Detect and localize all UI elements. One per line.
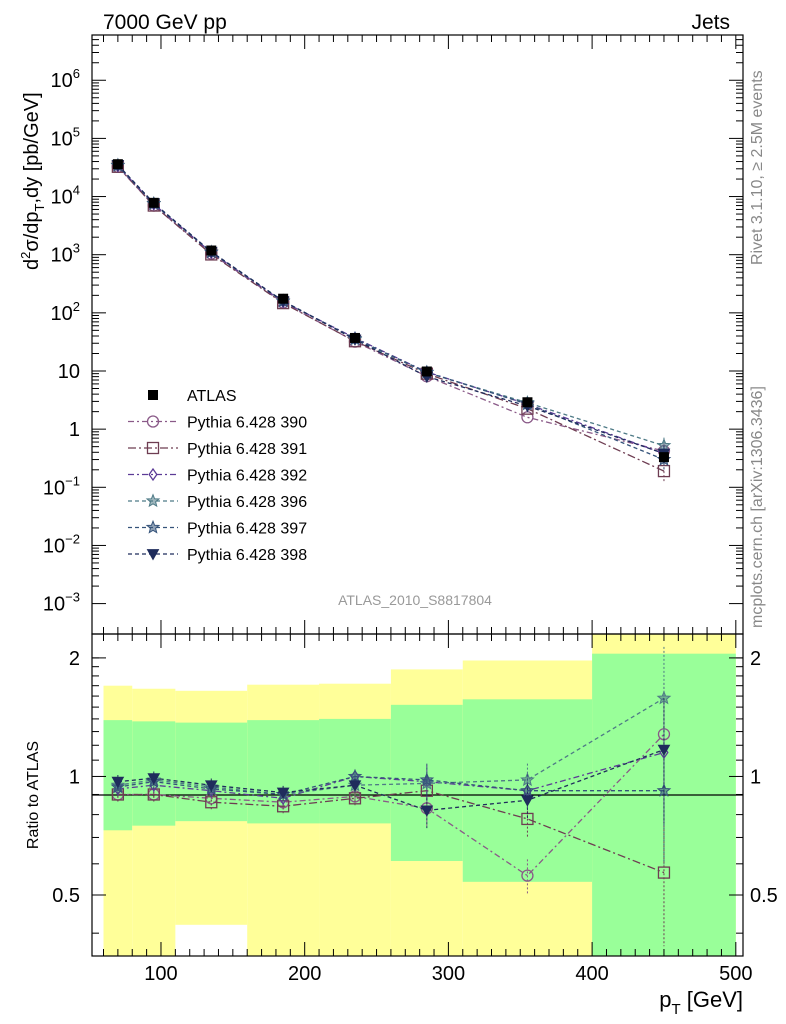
atlas-data-point-4: [349, 332, 360, 343]
ratio-y-tick-label-left-2: 2: [69, 648, 80, 670]
main-series-point-0-6: [521, 411, 534, 424]
ratio-y-tick-label-right-0: 0.5: [750, 885, 778, 907]
ratio-point-5-4: [348, 780, 362, 792]
mcplots-reference-label: mcplots.cern.ch [arXiv:1306.3436]: [749, 386, 766, 628]
ratio-point-1-7: [657, 866, 671, 879]
ratio-point-4-5: [419, 772, 435, 787]
rivet-version-label: Rivet 3.1.10, ≥ 2.5M events: [749, 70, 766, 265]
analysis-watermark: ATLAS_2010_S8817804: [338, 592, 492, 608]
ratio-point-5-1: [147, 773, 161, 785]
header-left-label: 7000 GeV pp: [103, 11, 227, 34]
main-y-tick-label-2: 10−1: [43, 473, 80, 499]
main-y-tick-label-0: 10−3: [43, 590, 80, 616]
ratio-point-5-2: [204, 780, 218, 792]
main-y-tick-label-5: 102: [51, 299, 80, 325]
x-tick-label-3: 400: [575, 963, 608, 985]
main-y-axis-title: d2σ/dpT,dy [pb/GeV]: [18, 92, 47, 270]
x-axis-title: pT [GeV]: [659, 987, 743, 1018]
legend: ATLAS Pythia 6.428 390 Pythia 6.428 391 Pyt…: [128, 388, 307, 564]
ratio-y-tick-label-left-1: 1: [69, 766, 80, 788]
atlas-data-point-5: [421, 366, 432, 377]
ratio-y-tick-label-right-1: 1: [750, 766, 761, 788]
main-y-tick-label-8: 105: [51, 124, 80, 150]
atlas-data-point-0: [112, 159, 123, 170]
ratio-y-axis-title: Ratio to ATLAS: [25, 741, 42, 849]
main-y-tick-label-3: 1: [69, 419, 80, 441]
ratio-point-0-6: [521, 869, 534, 882]
x-tick-label-4: 500: [719, 963, 752, 985]
legend-marker-3: [145, 493, 161, 508]
x-tick-label-1: 200: [288, 963, 321, 985]
ratio-point-1-4: [348, 792, 362, 805]
main-plot-frame: [91, 34, 744, 635]
ratio-point-1-1: [147, 788, 160, 801]
ratio-point-5-3: [276, 787, 290, 800]
atlas-data-point-3: [278, 293, 289, 304]
main-y-tick-label-4: 10: [58, 361, 80, 383]
main-y-tick-label-1: 10−2: [43, 531, 80, 557]
atlas-data-point-7: [658, 452, 669, 463]
ratio-series-line-0: [117, 733, 665, 877]
x-tick-label-0: 100: [144, 963, 177, 985]
main-y-tick-label-9: 106: [51, 66, 80, 92]
main-series-line-0: [117, 166, 665, 452]
ratio-y-tick-label-right-2: 2: [750, 648, 761, 670]
main-series-line-2: [117, 165, 665, 455]
legend-label-2: Pythia 6.428 392: [187, 468, 307, 485]
main-y-tick-label-6: 103: [51, 241, 80, 267]
ratio-point-5-7: [657, 744, 671, 757]
axis-ticks: [92, 34, 743, 956]
main-series-point-3-7: [656, 437, 672, 452]
legend-marker-4: [145, 519, 161, 534]
ratio-series-line-3: [117, 697, 665, 796]
atlas-data-point-6: [522, 397, 533, 408]
legend-atlas-label: ATLAS: [187, 388, 237, 405]
ratio-point-5-0: [111, 776, 125, 789]
legend-marker-0: [146, 415, 160, 428]
legend-label-5: Pythia 6.428 398: [187, 547, 307, 564]
header-right-label: Jets: [691, 11, 730, 34]
legend-marker-5: [146, 549, 160, 561]
legend-label-0: Pythia 6.428 390: [187, 415, 307, 432]
ratio-plot-frame: [91, 633, 744, 957]
main-series-line-5: [117, 164, 665, 455]
legend-marker-2: [148, 467, 158, 482]
axis-tick-labels: 10−3 10−2 10−1 1 10 102 103 104 105 106 100 200 300 4…: [43, 66, 778, 985]
ratio-series-line-4: [117, 775, 664, 796]
ratio-series-line-5: [117, 748, 665, 812]
atlas-data-point-2: [206, 245, 217, 256]
ratio-series-group: [110, 646, 672, 947]
main-series-group: [110, 157, 672, 484]
legend-marker-1: [146, 441, 160, 455]
ratio-point-5-6: [521, 795, 534, 807]
ratio-band-green-2: [175, 722, 248, 822]
legend-label-3: Pythia 6.428 396: [187, 494, 307, 511]
main-y-tick-label-7: 104: [51, 183, 80, 209]
ratio-series-line-2: [117, 751, 665, 799]
ratio-point-4-7: [656, 783, 672, 797]
main-series-point-1-7: [657, 464, 671, 478]
legend-atlas-marker: [148, 390, 158, 400]
ratio-point-5-5: [420, 805, 434, 817]
atlas-data-point-1: [148, 197, 159, 208]
ratio-y-tick-label-left-0: 0.5: [52, 885, 80, 907]
legend-label-4: Pythia 6.428 397: [187, 521, 307, 538]
x-tick-label-2: 300: [432, 963, 465, 985]
main-series-line-1: [117, 166, 665, 472]
ratio-point-3-7: [656, 690, 672, 705]
legend-label-1: Pythia 6.428 391: [187, 441, 307, 458]
